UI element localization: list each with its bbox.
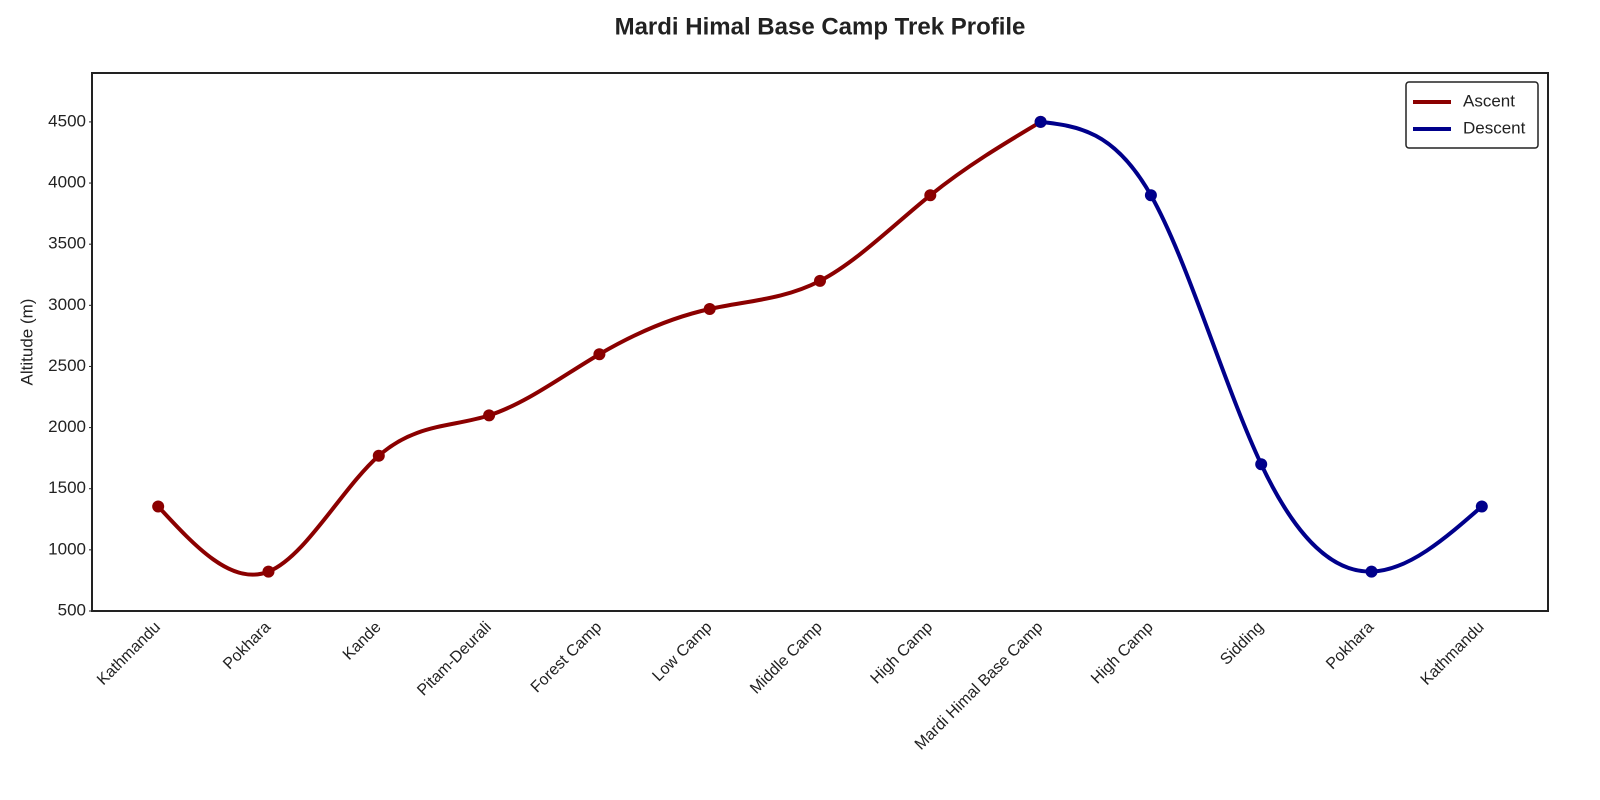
legend-box	[1405, 81, 1539, 149]
chart-title: Mardi Himal Base Camp Trek Profile	[615, 13, 1026, 40]
legend-label: Ascent	[1463, 91, 1515, 110]
data-point	[152, 500, 165, 513]
y-tick-label: 4500	[48, 111, 86, 130]
data-point	[1034, 115, 1047, 128]
series-line	[156, 120, 1042, 577]
x-tick-label: Mardi Himal Base Camp	[912, 619, 1047, 754]
y-axis-label: Altitude (m)	[17, 299, 36, 386]
data-point	[703, 302, 716, 315]
y-tick-label: 2000	[48, 417, 86, 436]
legend-label: Descent	[1463, 118, 1526, 137]
x-tick-label: Pokhara	[1323, 619, 1377, 673]
x-tick-label: Forest Camp	[528, 619, 605, 696]
data-point	[1255, 458, 1268, 471]
x-tick-label: High Camp	[868, 619, 937, 688]
y-tick-label: 1000	[48, 539, 86, 558]
data-point	[814, 274, 826, 287]
x-tick-label: High Camp	[1088, 619, 1157, 688]
data-point	[593, 348, 606, 361]
x-tick-label: Low Camp	[649, 619, 715, 685]
x-tick-label: Pokhara	[220, 619, 274, 673]
y-tick-label: 3500	[48, 234, 86, 253]
data-point	[483, 409, 496, 422]
y-tick-label: 1500	[48, 478, 86, 497]
data-point	[1144, 189, 1157, 202]
data-point	[924, 189, 937, 202]
data-point	[372, 449, 385, 462]
y-tick-label: 3000	[48, 295, 86, 314]
y-tick-label: 2500	[48, 356, 86, 375]
x-tick-label: Sidding	[1217, 619, 1267, 669]
x-tick-label: Kathmandu	[1418, 619, 1488, 689]
x-tick-label: Pitam-Deurali	[414, 619, 495, 700]
x-tick-label: Kande	[340, 619, 385, 664]
data-point	[262, 565, 275, 578]
data-point	[1365, 565, 1378, 578]
plot-frame	[91, 72, 1549, 612]
legend: Ascent Descent	[1405, 81, 1539, 149]
series-line	[1040, 119, 1484, 574]
x-tick-label: Kathmandu	[94, 619, 164, 689]
data-point	[1475, 500, 1488, 513]
y-tick-label: 500	[58, 600, 86, 619]
y-tick-label: 4000	[48, 173, 86, 192]
x-tick-label: Middle Camp	[747, 619, 826, 698]
